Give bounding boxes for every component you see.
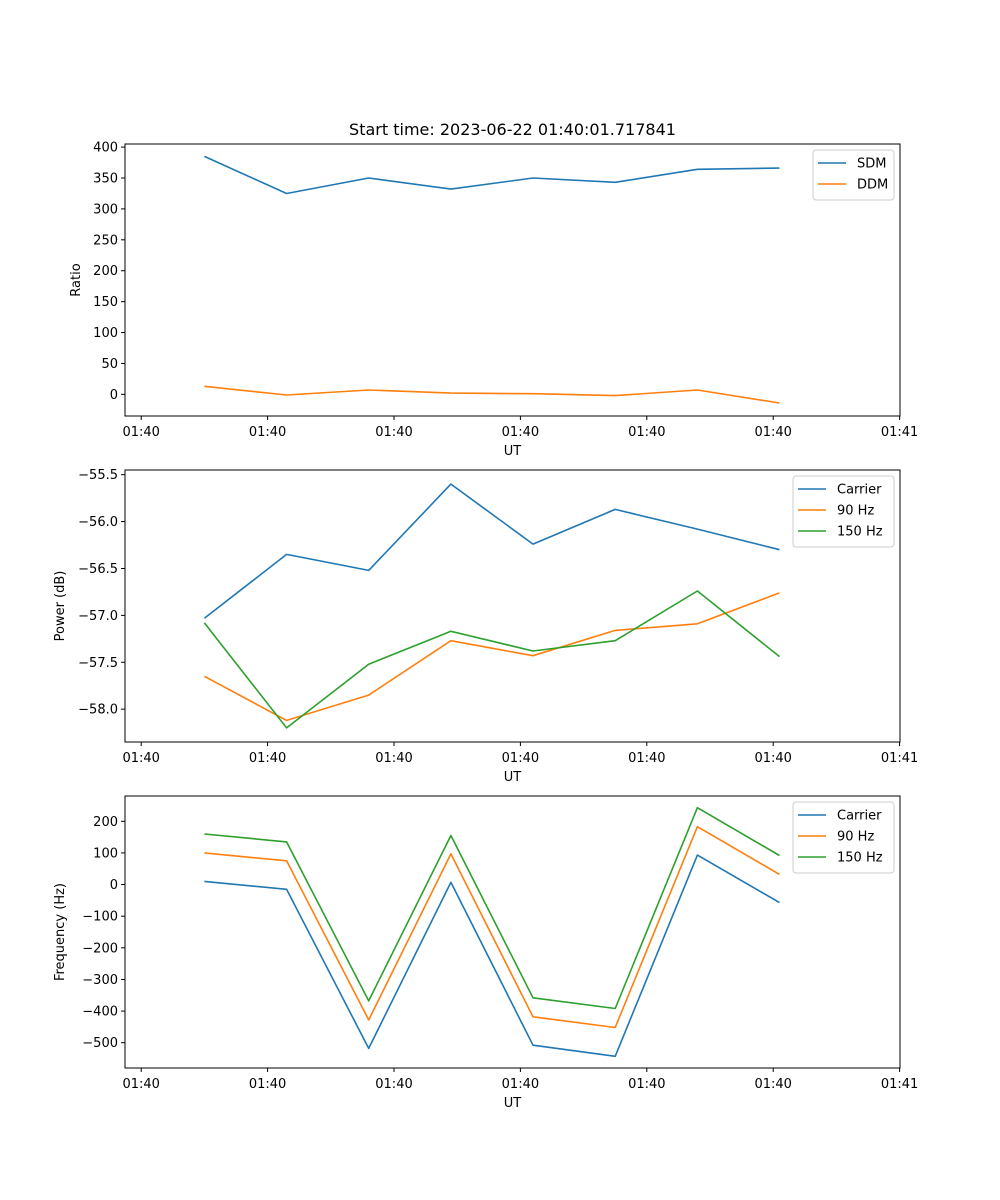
x-tick-label: 01:40 — [122, 1077, 159, 1092]
series-line-90-hz — [204, 825, 780, 1029]
y-tick-label: 350 — [93, 172, 118, 187]
y-tick-label: 200 — [93, 815, 118, 830]
legend-entry: SDM — [857, 157, 886, 172]
x-tick-label: 01:41 — [881, 751, 918, 766]
legend-entry: DDM — [857, 178, 888, 193]
series-line-sdm — [204, 155, 780, 195]
x-tick-label: 01:40 — [375, 425, 412, 440]
y-tick-label: −55.5 — [78, 468, 118, 483]
legend: Carrier 90 Hz 150 Hz — [792, 475, 895, 548]
x-tick-label: 01:40 — [628, 1077, 665, 1092]
x-axis-label: UT — [504, 1096, 522, 1111]
x-tick-label: 01:40 — [754, 425, 791, 440]
legend-entry: 150 Hz — [837, 851, 883, 866]
y-tick-label: 150 — [93, 295, 118, 310]
legend-box — [792, 801, 895, 874]
x-tick-label: 01:40 — [628, 425, 665, 440]
x-tick-label: 01:40 — [249, 1077, 286, 1092]
y-tick-label: −400 — [82, 1005, 118, 1020]
x-tick-label: 01:40 — [754, 1077, 791, 1092]
y-tick-label: −100 — [82, 910, 118, 925]
ratio-panel: 0 50 100 150 200 250 300 350 400 01:40 01:40 01:40 0… — [69, 141, 918, 459]
y-tick-label: −58.0 — [78, 703, 118, 718]
y-tick-label: −500 — [82, 1036, 118, 1051]
axes-frame — [124, 469, 901, 743]
x-tick-label: 01:40 — [502, 425, 539, 440]
y-tick-label: 0 — [110, 388, 118, 403]
y-tick-label: −57.5 — [78, 656, 118, 671]
legend-entry: 90 Hz — [837, 830, 874, 845]
x-tick-label: 01:40 — [502, 1077, 539, 1092]
x-axis-label: UT — [504, 444, 522, 459]
legend: Carrier 90 Hz 150 Hz — [792, 801, 895, 874]
axes-frame — [124, 795, 901, 1069]
y-tick-label: 400 — [93, 141, 118, 156]
y-tick-label: 250 — [93, 233, 118, 248]
series-line-carrier — [204, 854, 780, 1058]
x-tick-label: 01:41 — [881, 1077, 918, 1092]
x-tick-label: 01:40 — [249, 425, 286, 440]
x-tick-label: 01:40 — [122, 425, 159, 440]
series-line-ddm — [204, 385, 780, 404]
x-tick-label: 01:40 — [628, 751, 665, 766]
legend-entry: Carrier — [837, 809, 882, 824]
y-tick-label: 300 — [93, 202, 118, 217]
legend-entry: 90 Hz — [837, 504, 874, 519]
x-tick-label: 01:41 — [881, 425, 918, 440]
legend-entry: 150 Hz — [837, 525, 883, 540]
frequency-panel: −500 −400 −300 −200 −100 0 100 200 01:40 01:40 01:… — [53, 795, 918, 1111]
y-tick-label: 200 — [93, 264, 118, 279]
y-axis-label: Ratio — [69, 263, 84, 296]
y-tick-label: −56.5 — [78, 562, 118, 577]
y-tick-label: 100 — [93, 326, 118, 341]
power-panel: −58.0 −57.5 −57.0 −56.5 −56.0 −55.5 01:40 01:40… — [53, 468, 918, 785]
x-tick-label: 01:40 — [249, 751, 286, 766]
series-line-carrier — [203, 483, 780, 619]
series-line-150-hz — [203, 590, 780, 729]
y-tick-label: 0 — [110, 878, 118, 893]
y-tick-label: 50 — [101, 357, 118, 372]
x-tick-label: 01:40 — [122, 751, 159, 766]
x-tick-label: 01:40 — [754, 751, 791, 766]
series-line-90-hz — [204, 592, 780, 722]
y-tick-label: −57.0 — [78, 609, 118, 624]
x-axis-label: UT — [504, 770, 522, 785]
legend-entry: Carrier — [837, 483, 882, 498]
legend-box — [792, 475, 895, 548]
x-tick-label: 01:40 — [375, 1077, 412, 1092]
y-tick-label: −300 — [82, 973, 118, 988]
figure-title: Start time: 2023-06-22 01:40:01.717841 — [349, 120, 676, 139]
y-tick-label: −56.0 — [78, 515, 118, 530]
y-axis-label: Power (dB) — [53, 571, 68, 642]
series-line-150-hz — [204, 806, 780, 1010]
x-tick-label: 01:40 — [502, 751, 539, 766]
legend: SDM DDM — [812, 149, 895, 201]
x-tick-label: 01:40 — [375, 751, 412, 766]
y-tick-label: 100 — [93, 846, 118, 861]
y-tick-label: −200 — [82, 941, 118, 956]
y-axis-label: Frequency (Hz) — [53, 883, 68, 981]
axes-frame — [124, 143, 901, 417]
